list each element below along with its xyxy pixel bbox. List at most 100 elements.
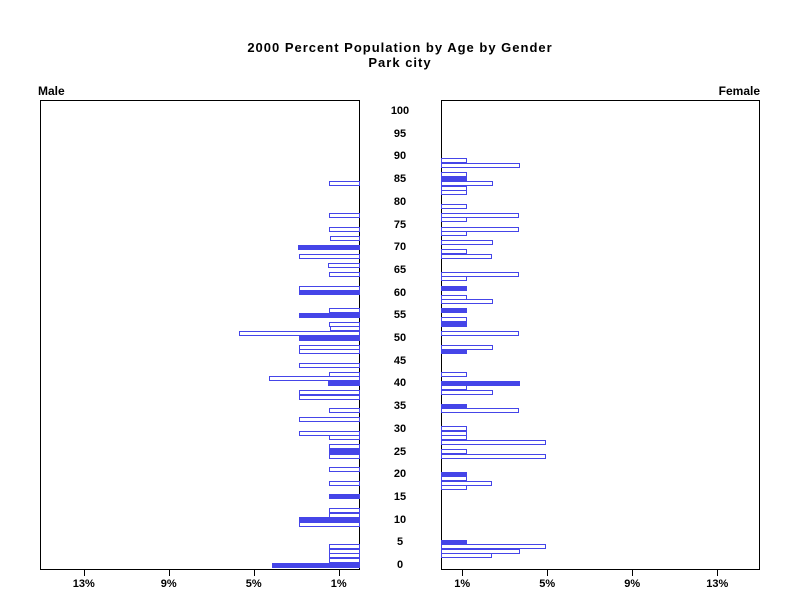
male-bar-age-32	[299, 417, 360, 423]
female-xtick-9-mark	[632, 570, 634, 576]
male-xtick-5-mark	[253, 570, 255, 576]
male-panel-label: Male	[38, 84, 65, 98]
female-bar-age-77	[441, 212, 519, 218]
female-bar-age-89	[441, 158, 467, 164]
female-bar-age-39	[441, 385, 467, 391]
age-tick-10: 10	[393, 513, 407, 526]
male-bar-age-77	[329, 212, 360, 218]
age-tick-65: 65	[393, 263, 407, 276]
male-bar-age-61	[299, 285, 360, 291]
male-bar-age-0	[271, 562, 360, 568]
female-bar-age-38	[441, 389, 494, 395]
female-bar-age-51	[441, 330, 520, 336]
female-xtick-1-label: 1%	[454, 578, 471, 590]
male-bar-age-66	[328, 262, 360, 268]
male-bar-age-56	[329, 308, 360, 314]
male-bar-age-21	[329, 467, 360, 473]
female-bar-age-79	[441, 203, 467, 209]
female-bar-age-35	[441, 403, 467, 409]
male-bar-age-68	[299, 253, 360, 259]
male-bar-age-44	[299, 362, 360, 368]
male-xtick-9-label: 9%	[160, 578, 177, 590]
female-bar-age-54	[441, 317, 467, 323]
male-bar-age-60	[299, 290, 360, 296]
female-bar-age-69	[441, 249, 467, 255]
male-bar-age-53	[329, 321, 360, 327]
female-bar-age-20	[441, 471, 467, 477]
female-bar-age-61	[441, 285, 467, 291]
male-bar-age-40	[328, 380, 360, 386]
male-bar-age-24	[329, 453, 360, 459]
age-tick-75: 75	[393, 218, 407, 231]
female-bar-age-56	[441, 308, 467, 314]
male-xtick-5-label: 5%	[245, 578, 262, 590]
male-xtick-13-label: 13%	[72, 578, 95, 590]
female-bar-age-76	[441, 217, 467, 223]
female-xtick-9-label: 9%	[624, 578, 641, 590]
male-xtick-1-label: 1%	[330, 578, 347, 590]
age-tick-85: 85	[393, 173, 407, 186]
age-tick-80: 80	[393, 195, 407, 208]
chart-subtitle: Park city	[368, 55, 432, 70]
male-bar-age-38	[299, 389, 360, 395]
female-panel-label: Female	[718, 84, 760, 98]
male-bar-age-2	[329, 553, 360, 559]
female-bar-age-17	[441, 485, 467, 491]
male-bar-age-12	[329, 508, 360, 514]
age-tick-0: 0	[396, 559, 404, 571]
male-bar-age-34	[329, 408, 360, 414]
female-bar-age-28	[441, 435, 467, 441]
female-bar-age-27	[441, 439, 546, 445]
male-bar-age-4	[329, 544, 360, 550]
female-bar-age-25	[441, 449, 467, 454]
male-bar-age-11	[329, 512, 360, 518]
male-bar-age-42	[329, 371, 360, 377]
female-bar-age-47	[441, 349, 467, 355]
male-bar-age-1	[329, 557, 360, 563]
female-bar-age-19	[441, 476, 467, 482]
female-bar-age-5	[441, 539, 467, 545]
female-xtick-5-label: 5%	[539, 578, 556, 590]
age-tick-95: 95	[393, 127, 407, 140]
chart-title-block: 2000 Percent Population by Age by Gender…	[0, 40, 800, 70]
age-tick-45: 45	[393, 354, 407, 367]
chart-title: 2000 Percent Population by Age by Gender	[247, 40, 553, 55]
male-xtick-9-mark	[168, 570, 170, 576]
male-bar-age-70	[298, 244, 360, 250]
female-bar-age-24	[441, 453, 546, 459]
female-bar-age-71	[441, 240, 494, 246]
age-tick-20: 20	[393, 468, 407, 481]
age-tick-70: 70	[393, 241, 407, 254]
age-tick-55: 55	[393, 309, 407, 322]
female-bar-age-59	[441, 294, 467, 300]
female-bar-age-29	[441, 430, 467, 436]
female-bar-age-3	[441, 548, 520, 554]
male-bar-age-29	[299, 430, 360, 436]
female-bar-age-86	[441, 172, 467, 178]
female-bar-age-30	[441, 426, 467, 432]
female-bar-age-2	[441, 553, 492, 559]
male-bar-age-41	[268, 376, 360, 382]
female-bar-age-64	[441, 271, 519, 277]
female-bar-age-48	[441, 344, 494, 350]
male-bar-age-9	[299, 521, 360, 527]
female-bar-age-58	[441, 299, 493, 305]
male-bar-age-55	[299, 312, 360, 318]
male-bar-age-50	[299, 335, 360, 341]
age-tick-5: 5	[396, 536, 404, 549]
male-bar-age-48	[299, 344, 360, 350]
female-bar-age-34	[441, 408, 520, 414]
age-tick-100: 100	[390, 105, 410, 117]
male-xtick-1-mark	[338, 570, 340, 576]
age-tick-25: 25	[393, 445, 407, 458]
age-tick-50: 50	[393, 332, 407, 344]
male-bar-age-18	[329, 480, 360, 486]
male-bar-age-52	[330, 326, 360, 332]
age-tick-30: 30	[393, 422, 407, 435]
female-xtick-13-mark	[717, 570, 719, 576]
age-tick-90: 90	[393, 150, 407, 163]
female-bar-age-85	[441, 176, 467, 182]
female-bar-age-42	[441, 371, 467, 377]
female-xtick-1-mark	[462, 570, 464, 576]
female-bar-age-82	[441, 190, 467, 196]
